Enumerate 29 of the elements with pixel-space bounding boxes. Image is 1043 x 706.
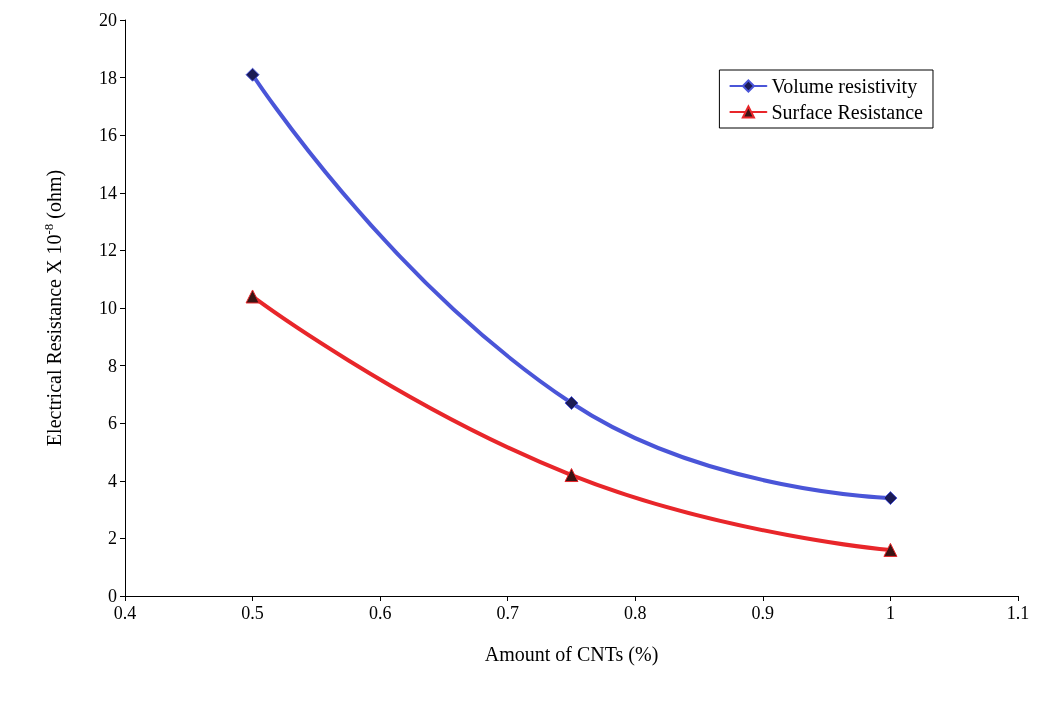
y-tick-label: 10	[99, 298, 117, 318]
point	[564, 396, 579, 411]
y-axis-title: Electrical Resistance X 10-8 (ohm)	[41, 169, 66, 447]
legend-label: Surface Resistance	[771, 101, 924, 123]
x-axis-title: Amount of CNTs (%)	[484, 643, 659, 666]
x-tick-label: 0.8	[624, 603, 647, 623]
y-tick-label: 0	[108, 586, 117, 606]
x-tick-label: 0.6	[368, 603, 392, 623]
y-tick-label: 8	[108, 355, 117, 376]
legend-label: Volume resistivity	[771, 75, 918, 98]
x-tick-label: 0.9	[751, 603, 775, 623]
x-tick-label: 1	[885, 603, 895, 623]
y-tick-label: 6	[108, 413, 117, 434]
x-tick-label: 0.7	[496, 603, 519, 623]
y-tick-label: 18	[99, 67, 117, 88]
x-tick-label: 0.4	[113, 603, 137, 623]
x-tick-label: 1.1	[1006, 603, 1030, 623]
point	[883, 491, 898, 506]
point	[245, 289, 260, 304]
point	[883, 542, 898, 557]
y-tick-label: 16	[99, 125, 117, 146]
y-tick-label: 2	[108, 528, 117, 549]
y-tick-label: 14	[99, 182, 117, 203]
y-tick-label: 12	[99, 240, 117, 261]
y-tick-label: 4	[108, 470, 117, 491]
point	[564, 468, 579, 483]
point	[245, 67, 260, 82]
x-tick-label: 0.5	[241, 603, 264, 623]
y-tick-label: 20	[99, 10, 117, 30]
